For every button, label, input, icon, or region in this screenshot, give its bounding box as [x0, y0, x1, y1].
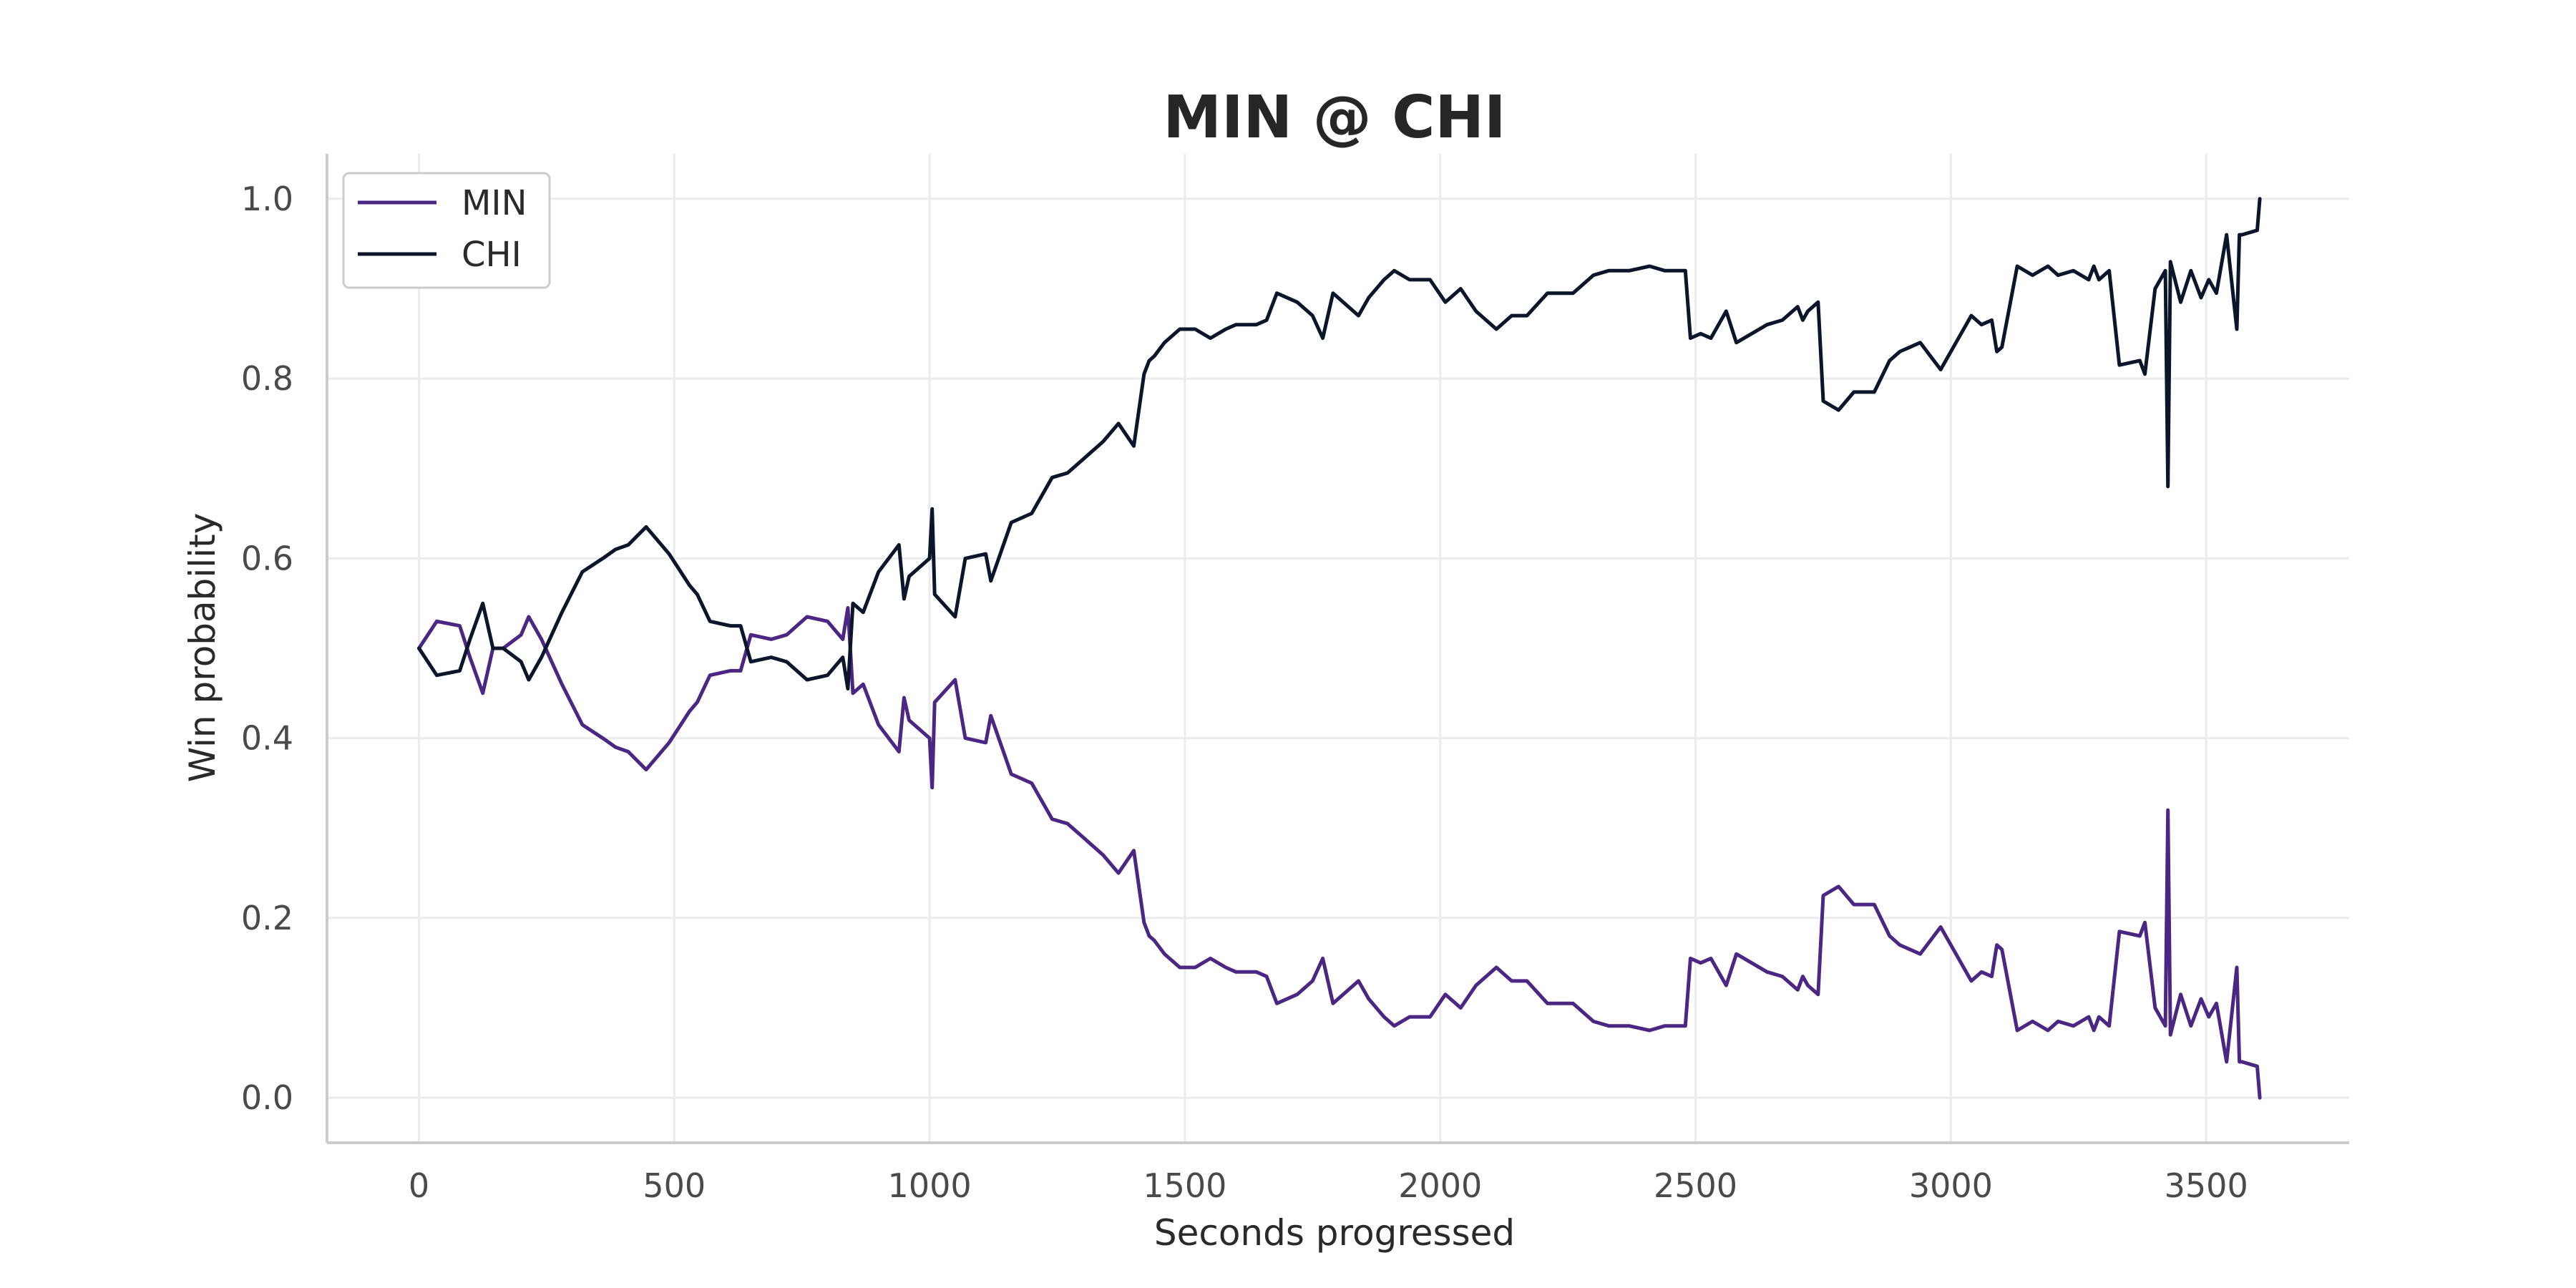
x-tick-label: 500 — [643, 1166, 706, 1205]
series-layer — [417, 197, 2262, 1100]
y-tick-label: 1.0 — [241, 180, 293, 218]
series-line-min — [417, 606, 2262, 1100]
y-tick-label: 0.8 — [241, 359, 293, 398]
legend-label-chi: CHI — [462, 235, 522, 275]
tick-labels: 0 500 1000 1500 2000 2500 3000 3500 0.0 0.2 0.4 0.6… — [241, 180, 2248, 1205]
x-tick-label: 1000 — [888, 1166, 972, 1205]
x-tick-label: 1500 — [1143, 1166, 1226, 1205]
grid — [327, 154, 2349, 1143]
y-tick-label: 0.6 — [241, 539, 293, 577]
x-tick-label: 3500 — [2165, 1166, 2248, 1205]
y-tick-label: 0.2 — [241, 899, 293, 937]
legend: MIN CHI — [342, 172, 551, 289]
axes — [326, 154, 2349, 1144]
x-tick-label: 2500 — [1654, 1166, 1737, 1205]
y-axis-label: Win probability — [182, 513, 223, 783]
legend-label-min: MIN — [462, 183, 527, 223]
x-tick-label: 3000 — [1909, 1166, 1993, 1205]
series-line-chi — [417, 197, 2262, 691]
x-tick-label: 0 — [409, 1166, 429, 1205]
x-tick-label: 2000 — [1398, 1166, 1482, 1205]
y-tick-label: 0.0 — [241, 1078, 293, 1117]
x-axis-label: Seconds progressed — [1154, 1212, 1515, 1254]
chart-title: MIN @ CHI — [1163, 84, 1506, 152]
y-tick-label: 0.4 — [241, 719, 293, 758]
